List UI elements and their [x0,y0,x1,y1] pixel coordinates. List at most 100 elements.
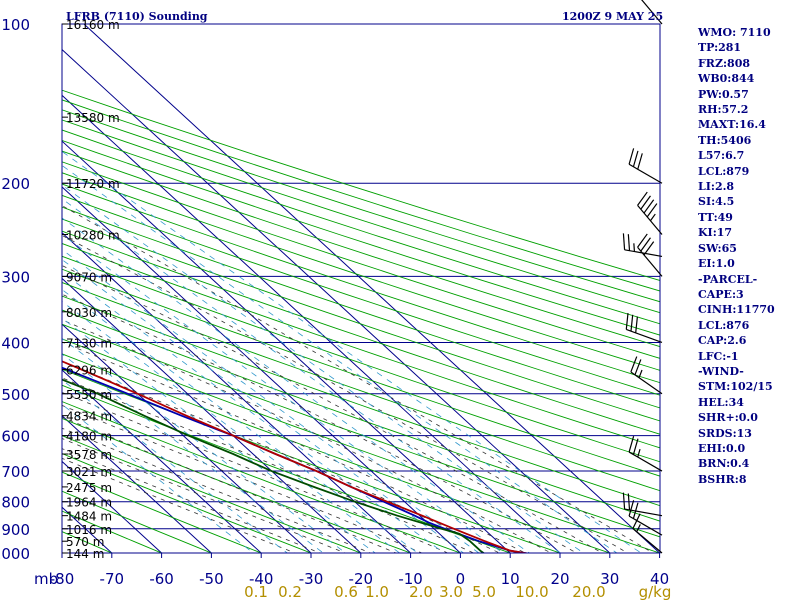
dry-adiabat [62,281,660,492]
dry-adiabat [62,255,660,463]
height-label: 9070 m [66,270,112,284]
mixing-ratio-line [62,289,419,553]
dry-adiabat [62,323,660,538]
height-label: 7130 m [66,336,112,350]
index-item: HEL:34 [698,395,744,409]
dry-adiabat [62,129,660,325]
dry-adiabat [62,218,660,422]
dry-adiabat [62,243,660,449]
index-item: STM:102/15 [698,380,773,394]
wind-barb [625,313,663,344]
dry-adiabat [62,510,163,553]
index-item: TH:5406 [698,133,752,147]
plot-frame [61,23,661,554]
mixing-ratio-line [62,151,642,553]
height-label: 3578 m [66,448,112,462]
dry-adiabat [62,194,660,396]
isotherm [62,369,262,553]
temperature-tick-label: 30 [600,570,619,588]
mixing-ratio-unit: g/kg [639,583,672,600]
moist-adiabat [62,377,475,553]
height-label: 2475 m [66,481,112,495]
index-item: LI:2.8 [698,180,735,194]
height-label: 1016 m [66,523,112,537]
height-label: 16160 m [66,18,120,32]
index-item: CAP:2.6 [698,334,747,348]
index-item: WB0:844 [698,72,755,86]
index-item: SW:65 [698,241,737,255]
dry-adiabat [62,453,313,553]
moist-adiabat [62,265,604,553]
mixing-ratio-line [62,198,562,553]
x-unit-label: mb [34,570,58,588]
wind-barb [622,233,663,257]
dewpoint-profile [62,378,486,553]
dry-adiabat [62,119,660,314]
mixing-ratio-line [62,353,324,553]
plot-area [62,24,660,553]
temperature-tick-label: 10 [501,570,520,588]
index-item: BRN:0.4 [698,457,750,471]
height-label: 5550 m [66,388,112,402]
index-item: -WIND- [698,364,744,378]
mixing-ratio-line [62,301,401,553]
moist-adiabat [62,293,578,553]
dry-adiabat [62,230,660,435]
sounding-datetime: 1200Z 9 MAY 25 [562,10,664,23]
height-label: 6296 m [66,364,112,378]
dry-adiabat [62,206,660,409]
dry-adiabat [62,172,660,371]
temperature-tick-label: 40 [650,570,669,588]
index-item: L57:6.7 [698,149,745,163]
dry-adiabat [62,139,660,336]
mixing-ratio-label: 20.0 [572,583,605,600]
height-label: 570 m [66,535,104,549]
height-label: 11720 m [66,177,120,191]
chart-title: LFRB (7110) Sounding [66,10,208,23]
temperature-tick-label: -40 [249,570,274,588]
dry-adiabat [62,490,213,553]
index-item: SHR+:0.0 [698,411,758,425]
mixing-ratio-line [62,379,288,553]
index-item: -PARCEL- [698,272,758,286]
index-item: EHI:0.0 [698,441,746,455]
index-item: LFC:-1 [698,349,739,363]
index-item: CINH:11770 [698,303,775,317]
dry-adiabat [62,309,660,522]
moist-adiabat [62,427,372,553]
pressure-tick-label: 400 [1,334,30,352]
index-item: LCL:879 [698,164,750,178]
height-label: 1484 m [66,510,112,524]
mixing-ratio-line [62,165,618,553]
temperature-tick-label: -60 [149,570,174,588]
wind-barb [632,513,663,554]
dry-adiabat [62,150,660,348]
index-item: PW:0.57 [698,87,749,101]
height-label: 4180 m [66,430,112,444]
pressure-tick-label: 300 [1,268,30,286]
pressure-tick-label: 200 [1,175,30,193]
isotherm [62,186,461,553]
mixing-ratio-label: 0.2 [278,583,302,600]
temperature-tick-label: -50 [199,570,224,588]
temperature-tick-label: -30 [299,570,324,588]
temperature-profile [62,360,529,553]
moist-adiabat [62,319,552,553]
height-label: 10280 m [66,229,120,243]
pressure-tick-label: 700 [1,463,30,481]
mixing-ratio-line [62,184,585,553]
isotherm [62,48,611,553]
mixing-ratio-label: 0.6 [334,583,358,600]
pressure-tick-label: 800 [1,494,30,512]
wind-barb [628,148,663,184]
pressure-tick-label: 100 [1,16,30,34]
wind-barb [641,0,663,25]
dry-adiabat [62,471,263,553]
isotherm [62,94,561,553]
index-item: EI:1.0 [698,257,735,271]
isotherm [62,231,411,553]
mixing-ratio-label: 0.1 [244,583,268,600]
height-label: 1964 m [66,496,112,510]
stability-indices-panel: WMO: 7110 TP:281 FRZ:808 WB0:844 PW:0.57 RH:5… [698,25,775,487]
